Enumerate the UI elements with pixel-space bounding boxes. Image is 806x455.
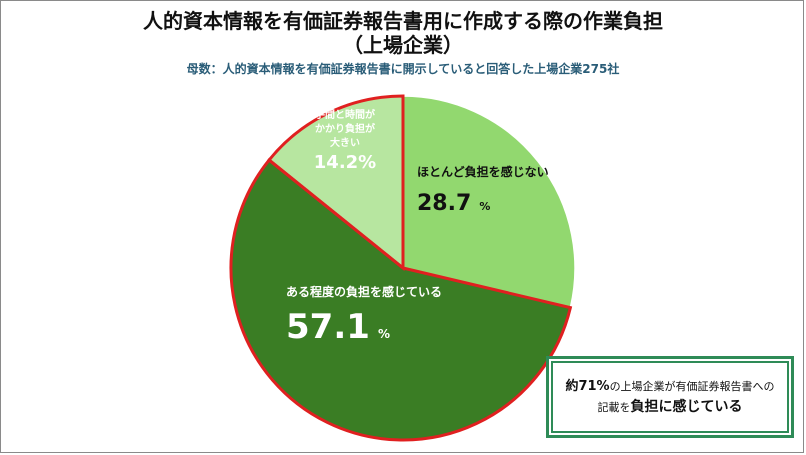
chart-subtitle: 母数：人的資本情報を有価証券報告書に開示していると回答した上場企業275社 (186, 62, 620, 76)
slice-value-low: 28.7 % (417, 191, 490, 216)
slice-value-low-unit: % (479, 200, 490, 213)
summary-line1-text: の上場企業が有価証券報告書への (609, 379, 775, 393)
summary-line2-c: に感じている (658, 398, 743, 415)
slice-label-heavy-line2: かかり負担が (315, 122, 376, 135)
slice-value-heavy: 14.2% (314, 152, 376, 173)
summary-burden: 負担 (630, 398, 659, 415)
slice-value-moderate: 57.1 % (286, 307, 390, 347)
summary-line1: 約71%の上場企業が有価証券報告書への (565, 377, 774, 397)
chart-title: 人的資本情報を有価証券報告書用に作成する際の作業負担 (143, 9, 663, 33)
summary-callout: 約71%の上場企業が有価証券報告書への 記載を負担に感じている (546, 356, 794, 438)
highlight-outline-moderate (229, 157, 573, 442)
slice-value-low-number: 28.7 (417, 191, 471, 216)
summary-line2: 記載を負担に感じている (598, 397, 743, 418)
slice-value-moderate-unit: % (378, 327, 390, 341)
slice-value-moderate-number: 57.1 (286, 307, 370, 347)
chart-title-line2: （上場企業） (343, 33, 463, 57)
summary-percent: 約71% (565, 378, 610, 394)
slice-label-low: ほとんど負担を感じない (417, 164, 549, 179)
summary-line2-a: 記載を (597, 400, 631, 414)
slice-label-heavy-line1: 手間と時間が (315, 108, 376, 121)
highlight-outline-heavy (266, 94, 405, 272)
slice-label-heavy-line3: 大きい (330, 136, 360, 149)
pie-slice-low (402, 95, 576, 309)
slice-label-moderate: ある程度の負担を感じている (286, 284, 442, 299)
